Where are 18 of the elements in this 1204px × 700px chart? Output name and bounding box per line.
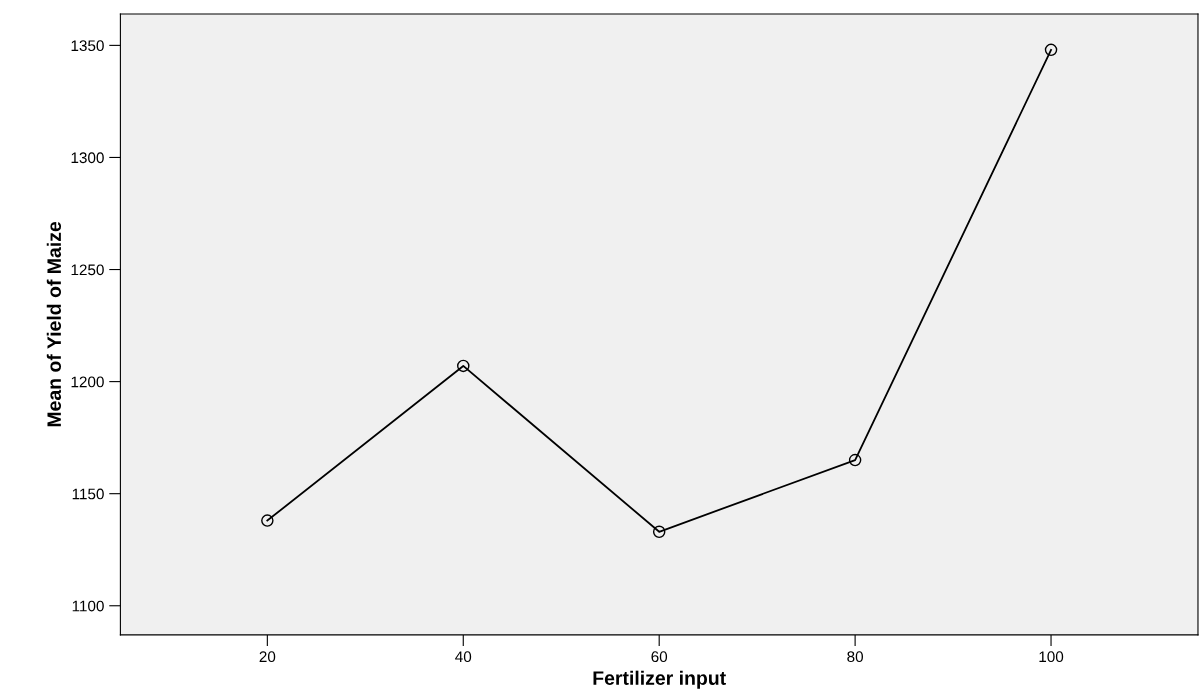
point	[848, 453, 862, 467]
y-tick-label: 1150	[72, 488, 104, 500]
x-tick-label: 100	[1039, 651, 1064, 663]
y-tick-label: 1250	[71, 264, 104, 276]
x-tick-label: 60	[651, 651, 668, 663]
x-tick-label: 80	[847, 651, 864, 663]
point	[457, 359, 470, 373]
x-axis-title: Fertilizer input	[593, 670, 726, 689]
point	[261, 514, 274, 527]
x-tick-label: 40	[455, 651, 472, 663]
point	[1044, 43, 1058, 57]
y-tick-label: 1200	[71, 376, 104, 388]
point	[652, 525, 666, 539]
x-tick-label: 20	[259, 651, 276, 663]
y-tick-label: 1100	[72, 600, 104, 612]
y-tick-label: 1350	[71, 40, 104, 52]
y-tick-label: 1300	[71, 152, 104, 164]
y-axis-title: Mean of Yield of Maize	[46, 221, 62, 427]
